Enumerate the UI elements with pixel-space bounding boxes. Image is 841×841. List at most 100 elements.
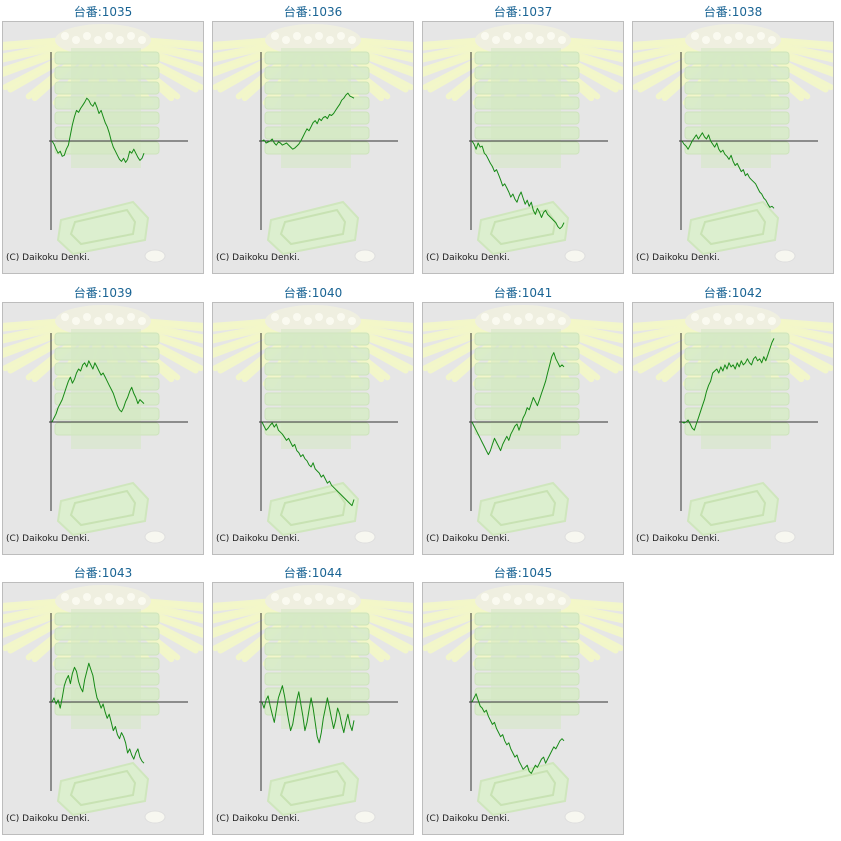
chart-title[interactable]: 台番:1040: [283, 286, 343, 300]
sunburst-ray: [769, 319, 833, 332]
ball: [116, 36, 124, 44]
chart-title[interactable]: 台番:1036: [283, 5, 343, 19]
coin: [354, 810, 376, 824]
copyright-text: (C) Daikoku Denki.: [6, 814, 90, 824]
tray: [56, 481, 150, 537]
ball: [271, 313, 279, 321]
chart-panel: (C) Daikoku Denki.: [212, 582, 414, 835]
chart-panel: (C) Daikoku Denki.: [422, 21, 624, 274]
sunburst-ray: [213, 323, 280, 344]
ball: [514, 36, 522, 44]
ball: [481, 313, 489, 321]
ball: [558, 317, 566, 325]
ball: [72, 317, 80, 325]
ball: [713, 32, 721, 40]
chart-cell: 台番:1043 (C) Daikoku Denki.: [0, 561, 206, 837]
sunburst-ray: [3, 319, 67, 332]
ball: [61, 593, 69, 601]
ball: [293, 593, 301, 601]
chart-panel: (C) Daikoku Denki.: [632, 21, 834, 274]
ball: [271, 593, 279, 601]
ball: [61, 313, 69, 321]
ball: [105, 313, 113, 321]
copyright-text: (C) Daikoku Denki.: [426, 814, 510, 824]
series-line: [51, 662, 145, 764]
chart-panel: (C) Daikoku Denki.: [422, 302, 624, 555]
chart-cell: 台番:1045 (C) Daikoku Denki.: [420, 561, 626, 837]
sunburst-ray: [349, 599, 413, 612]
series-line: [471, 352, 565, 456]
sunburst-ray: [766, 323, 833, 344]
tray: [266, 200, 360, 256]
chart-svg: [633, 24, 833, 263]
chart-cell: 台番:1042 (C) Daikoku Denki.: [630, 281, 836, 557]
copyright-text: (C) Daikoku Denki.: [636, 534, 720, 544]
series-line: [261, 421, 355, 507]
ball: [94, 317, 102, 325]
chart-svg: [423, 585, 623, 824]
chart-svg: [423, 24, 623, 263]
sunburst-ray: [556, 323, 623, 344]
coin: [144, 249, 166, 263]
ball: [746, 36, 754, 44]
ball: [83, 313, 91, 321]
ball: [138, 317, 146, 325]
chart-cell: 台番:1035 (C) Daikoku Denki.: [0, 0, 206, 276]
tray: [56, 761, 150, 817]
tray: [266, 481, 360, 537]
coin: [774, 530, 796, 544]
chart-panel: (C) Daikoku Denki.: [2, 21, 204, 274]
chart-svg: [213, 24, 413, 263]
chart-title[interactable]: 台番:1042: [703, 286, 763, 300]
coin: [564, 249, 586, 263]
chart-title[interactable]: 台番:1037: [493, 5, 553, 19]
series-line: [681, 132, 775, 209]
sunburst-ray: [213, 38, 277, 51]
coin: [564, 810, 586, 824]
chart-title[interactable]: 台番:1035: [73, 5, 133, 19]
ball: [536, 36, 544, 44]
series-line: [471, 140, 565, 230]
series-line: [261, 685, 355, 744]
machine-watermark: [3, 585, 203, 824]
machine-watermark: [423, 24, 623, 263]
chart-title[interactable]: 台番:1039: [73, 286, 133, 300]
ball: [94, 597, 102, 605]
sunburst-ray: [769, 38, 833, 51]
tray: [476, 761, 570, 817]
ball: [304, 597, 312, 605]
sunburst-ray: [423, 603, 490, 624]
ball: [61, 32, 69, 40]
tray-inner: [489, 489, 557, 527]
ball: [326, 317, 334, 325]
ball: [503, 313, 511, 321]
ball: [547, 593, 555, 601]
ball: [105, 593, 113, 601]
ball: [282, 317, 290, 325]
box-stack: [491, 609, 561, 729]
sunburst-ray: [139, 38, 203, 51]
chart-title[interactable]: 台番:1043: [73, 566, 133, 580]
box-stack: [71, 329, 141, 449]
ball: [713, 313, 721, 321]
series-line: [471, 693, 565, 774]
ball: [271, 32, 279, 40]
tray-inner: [699, 489, 767, 527]
machine-watermark: [633, 305, 833, 544]
ball: [348, 36, 356, 44]
ball: [735, 313, 743, 321]
sunburst-ray: [633, 319, 697, 332]
chart-title[interactable]: 台番:1038: [703, 5, 763, 19]
series-line: [681, 338, 775, 431]
ball: [127, 313, 135, 321]
coin: [144, 530, 166, 544]
copyright-text: (C) Daikoku Denki.: [426, 253, 510, 263]
ball: [83, 593, 91, 601]
tray: [56, 200, 150, 256]
chart-title[interactable]: 台番:1045: [493, 566, 553, 580]
chart-cell: 台番:1037 (C) Daikoku Denki.: [420, 0, 626, 276]
chart-title[interactable]: 台番:1041: [493, 286, 553, 300]
ball: [724, 36, 732, 44]
ball: [492, 597, 500, 605]
chart-title[interactable]: 台番:1044: [283, 566, 343, 580]
